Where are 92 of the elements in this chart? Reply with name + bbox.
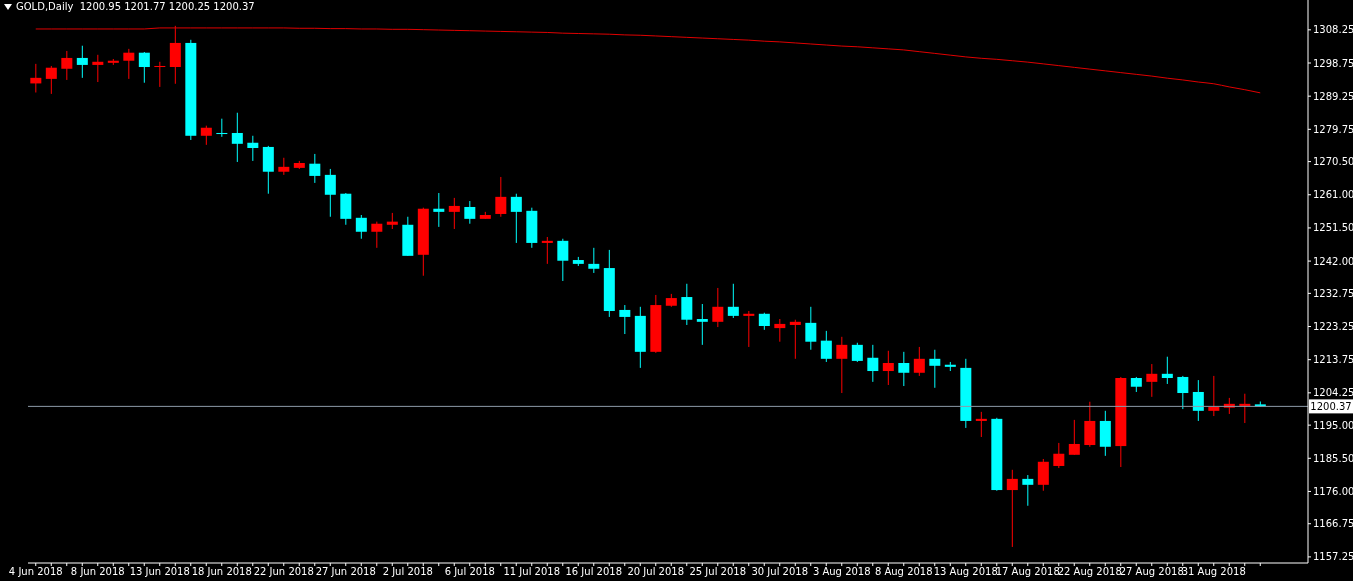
y-tick-label: 1242.00 — [1313, 255, 1353, 267]
y-tick-label: 1166.75 — [1313, 518, 1353, 530]
candlestick — [231, 112, 243, 163]
candlestick — [433, 192, 445, 228]
candlestick — [789, 319, 801, 360]
candlestick — [216, 118, 228, 138]
x-tick-label: 6 Jul 2018 — [444, 566, 495, 578]
candlestick — [30, 63, 42, 93]
x-tick-label: 27 Jun 2018 — [315, 566, 376, 578]
y-tick-label: 1251.50 — [1313, 222, 1353, 234]
y-tick-label: 1195.00 — [1313, 419, 1353, 431]
candlestick — [1192, 379, 1204, 422]
x-tick-label: 3 Aug 2018 — [812, 566, 871, 578]
candlestick — [712, 287, 724, 328]
candlestick — [371, 221, 383, 249]
candlestick — [1177, 375, 1189, 410]
line-series — [35, 27, 1261, 94]
candlestick — [1053, 442, 1065, 469]
y-tick-label: 1223.25 — [1313, 321, 1353, 333]
x-tick-label: 13 Jun 2018 — [129, 566, 190, 578]
candlestick — [1006, 469, 1018, 548]
x-tick-label: 8 Aug 2018 — [874, 566, 933, 578]
x-tick-label: 20 Jul 2018 — [627, 566, 685, 578]
candlestick — [45, 65, 57, 95]
y-tick-label: 1157.25 — [1313, 551, 1353, 563]
candlestick — [92, 54, 104, 83]
x-tick-label: 27 Aug 2018 — [1119, 566, 1184, 578]
candlestick — [975, 411, 987, 438]
candlestick — [882, 350, 894, 386]
candlestick — [247, 135, 259, 162]
candlestick — [1146, 363, 1158, 398]
y-tick-label: 1308.25 — [1313, 24, 1353, 36]
candlestick — [898, 351, 910, 387]
y-tick-label: 1289.25 — [1313, 90, 1353, 102]
candlestick — [464, 200, 476, 225]
y-tick-label: 1261.00 — [1313, 189, 1353, 201]
x-tick-label: 11 Jul 2018 — [503, 566, 561, 578]
candlestick — [867, 344, 879, 383]
y-tick-label: 1204.25 — [1313, 387, 1353, 399]
candlestick — [495, 176, 507, 218]
y-tick-label: 1232.75 — [1313, 287, 1353, 299]
candlestick — [588, 247, 600, 274]
y-tick-label: 1270.50 — [1313, 156, 1353, 168]
candlestick — [541, 236, 553, 265]
candlestick — [805, 306, 817, 351]
candlestick — [355, 214, 367, 240]
y-tick-label: 1185.50 — [1313, 452, 1353, 464]
candlestick — [929, 349, 941, 389]
candlestick — [324, 168, 336, 218]
candlestick — [76, 45, 88, 79]
candlestick — [61, 50, 73, 81]
candlestick — [123, 48, 135, 80]
y-tick-label: 1176.00 — [1313, 486, 1353, 497]
candlestick — [696, 303, 708, 346]
x-tick-label: 30 Jul 2018 — [751, 566, 809, 578]
candlestick — [309, 153, 321, 184]
candlestick — [727, 283, 739, 319]
x-tick-label: 31 Aug 2018 — [1181, 566, 1246, 578]
candlestick — [774, 318, 786, 343]
y-tick-label: 1213.75 — [1313, 354, 1353, 366]
x-tick-label: 25 Jul 2018 — [689, 566, 747, 578]
candlestick — [743, 310, 755, 348]
x-tick-label: 18 Jun 2018 — [191, 566, 252, 578]
y-tick-label: 1298.75 — [1313, 57, 1353, 69]
candlestick — [1161, 356, 1173, 385]
candlestick — [1239, 393, 1251, 424]
x-tick-label: 2 Jul 2018 — [382, 566, 433, 578]
candlestick — [138, 51, 150, 84]
candlestick — [1068, 419, 1080, 456]
x-tick-label: 22 Aug 2018 — [1057, 566, 1122, 578]
candlestick — [557, 238, 569, 282]
candlestick — [200, 125, 212, 146]
candlestick — [1208, 375, 1220, 417]
candlestick — [1022, 474, 1034, 507]
candlestick — [154, 61, 166, 88]
candlestick — [510, 193, 522, 244]
candlestick — [681, 283, 693, 326]
x-tick-label: 22 Jun 2018 — [253, 566, 314, 578]
candlestick — [1037, 458, 1049, 492]
candlestick — [851, 342, 863, 363]
candlestick — [820, 330, 832, 363]
x-tick-label: 16 Jul 2018 — [565, 566, 623, 578]
candlestick — [619, 304, 631, 335]
x-tick-label: 13 Aug 2018 — [933, 566, 998, 578]
x-tick-label: 4 Jun 2018 — [8, 566, 63, 578]
y-tick-label: 1279.75 — [1313, 123, 1353, 135]
x-tick-label: 8 Jun 2018 — [70, 566, 125, 578]
candlestick — [836, 336, 848, 394]
ref-line-label: 1200.37 — [1310, 401, 1352, 413]
candlestick — [448, 197, 460, 230]
chart-title: GOLD,Daily 1200.95 1201.77 1200.25 1200.37 — [16, 1, 255, 12]
candlestick — [913, 346, 925, 377]
